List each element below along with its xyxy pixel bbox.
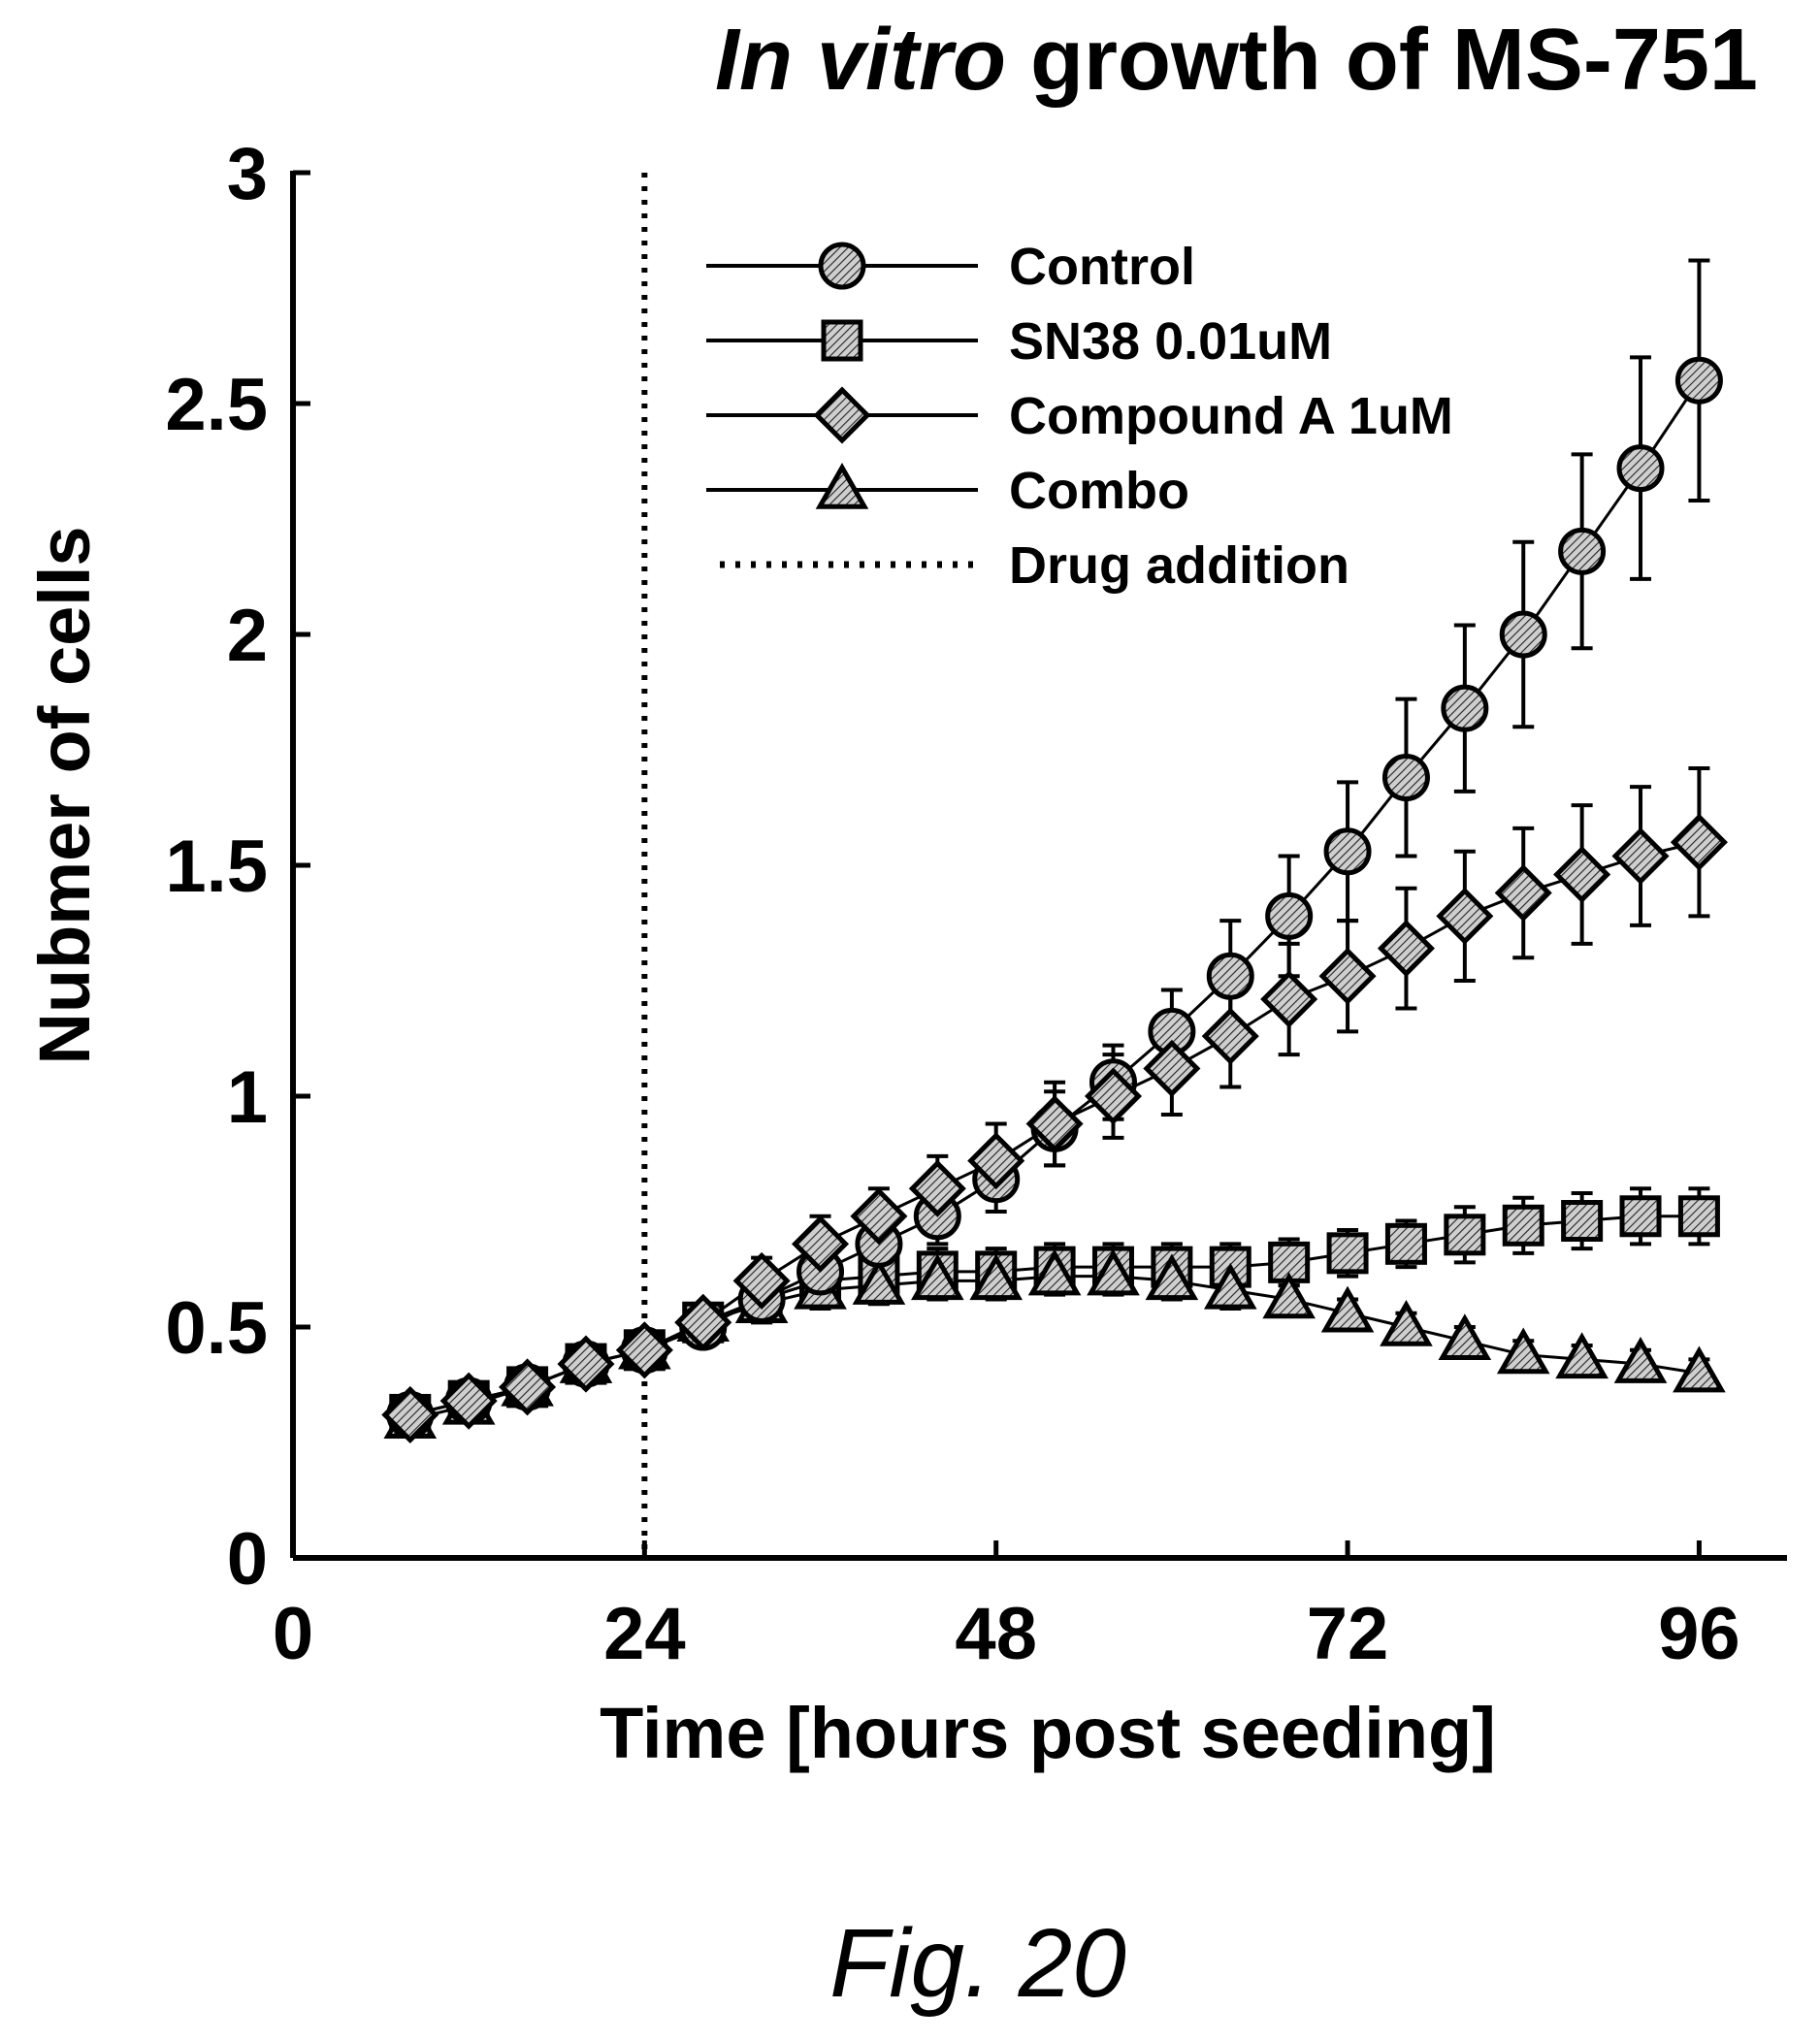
marker-control: [1441, 684, 1489, 732]
marker-combo: [1087, 1248, 1140, 1296]
legend-marker-combo: [815, 462, 869, 509]
marker-compound-a-1um: [615, 1321, 673, 1379]
legend-marker-sn38-0-01um: [821, 319, 863, 362]
marker-sn38-0-01um: [1502, 1204, 1544, 1247]
marker-combo: [1262, 1272, 1316, 1319]
y-tick-label: 2.5: [165, 364, 268, 446]
y-tick-label: 1: [227, 1056, 268, 1139]
marker-sn38-0-01um: [1561, 1200, 1604, 1243]
legend-item-compound-a-1um: Compound A 1uM: [706, 386, 1453, 445]
x-tick-label: 72: [1307, 1593, 1389, 1675]
y-tick-label: 0.5: [165, 1287, 268, 1370]
y-tick-label: 2: [227, 595, 268, 677]
y-tick-label: 0: [227, 1518, 268, 1601]
marker-combo: [1380, 1299, 1433, 1346]
y-axis-label: Nubmer of cells: [24, 526, 105, 1064]
marker-sn38-0-01um: [1677, 1195, 1720, 1238]
marker-compound-a-1um: [791, 1215, 850, 1273]
x-tick-label: 48: [955, 1593, 1037, 1675]
marker-combo: [911, 1253, 964, 1301]
marker-control: [1323, 827, 1372, 876]
marker-control: [1616, 444, 1665, 493]
marker-combo: [1438, 1313, 1492, 1361]
marker-combo: [1203, 1262, 1257, 1310]
marker-compound-a-1um: [1670, 813, 1728, 871]
legend: Control SN38 0.01uM Compound A 1uM Combo Dru…: [706, 238, 1453, 595]
marker-compound-a-1um: [674, 1293, 732, 1351]
legend-label: Compound A 1uM: [1009, 387, 1453, 445]
marker-layer: [381, 356, 1728, 1443]
marker-compound-a-1um: [908, 1159, 966, 1217]
marker-compound-a-1um: [381, 1385, 439, 1443]
legend-marker-compound-a-1um: [813, 386, 871, 444]
marker-sn38-0-01um: [1326, 1232, 1369, 1275]
marker-compound-a-1um: [1025, 1095, 1084, 1153]
marker-compound-a-1um: [1494, 864, 1552, 923]
marker-combo: [969, 1253, 1024, 1301]
x-tick-label: 24: [603, 1593, 686, 1675]
chart-title: In vitro growth of MS-751: [715, 12, 1758, 109]
marker-combo: [1145, 1253, 1199, 1301]
plot-area: 0 24 48 72 96 0 0.5 1 1.5 2 2.5 3: [165, 133, 1787, 1675]
axes: [290, 170, 1787, 1561]
marker-compound-a-1um: [1436, 887, 1494, 945]
marker-compound-a-1um: [1318, 947, 1377, 1005]
marker-combo: [1027, 1248, 1082, 1296]
marker-compound-a-1um: [1553, 845, 1611, 904]
marker-compound-a-1um: [1611, 826, 1670, 886]
marker-compound-a-1um: [1377, 920, 1435, 978]
marker-control: [1381, 754, 1430, 802]
legend-item-sn38-0-01um: SN38 0.01uM: [706, 312, 1332, 371]
y-tick-label: 3: [227, 133, 268, 215]
marker-control: [1558, 527, 1607, 575]
legend-item-drug-addition: Drug addition: [720, 536, 1349, 595]
legend-marker-control: [818, 242, 866, 290]
chart-title-rest: growth of MS-751: [1006, 12, 1758, 109]
marker-control: [1499, 610, 1547, 659]
legend-label: Control: [1009, 238, 1195, 296]
legend-item-combo: Combo: [706, 462, 1189, 520]
legend-label: Combo: [1009, 462, 1189, 520]
legend-label: SN38 0.01uM: [1009, 312, 1332, 371]
marker-combo: [1320, 1285, 1375, 1333]
marker-compound-a-1um: [1260, 970, 1318, 1028]
marker-compound-a-1um: [1143, 1039, 1201, 1097]
legend-label: Drug addition: [1009, 536, 1349, 595]
legend-item-control: Control: [706, 238, 1195, 296]
marker-combo: [1496, 1327, 1550, 1375]
y-tick-label: 1.5: [165, 826, 268, 908]
figure-caption: Fig. 20: [829, 1909, 1126, 2018]
x-tick-label: 0: [273, 1593, 313, 1675]
marker-combo: [1673, 1345, 1726, 1393]
x-tick-label: 96: [1658, 1593, 1740, 1675]
marker-compound-a-1um: [967, 1132, 1025, 1190]
marker-compound-a-1um: [499, 1358, 557, 1416]
x-axis-label: Time [hours post seeding]: [600, 1693, 1496, 1773]
marker-compound-a-1um: [1084, 1067, 1143, 1125]
marker-combo: [852, 1258, 906, 1305]
marker-sn38-0-01um: [1384, 1222, 1427, 1265]
marker-control: [1674, 356, 1723, 405]
marker-sn38-0-01um: [1619, 1195, 1662, 1238]
marker-compound-a-1um: [850, 1187, 908, 1246]
marker-sn38-0-01um: [1444, 1214, 1486, 1256]
marker-compound-a-1um: [732, 1251, 791, 1310]
marker-combo: [1555, 1332, 1609, 1379]
marker-compound-a-1um: [439, 1372, 498, 1430]
chart-title-italic: In vitro: [715, 12, 1006, 109]
marker-control: [1265, 891, 1314, 940]
tick-labels: 0 24 48 72 96 0 0.5 1 1.5 2 2.5 3: [165, 133, 1739, 1675]
marker-compound-a-1um: [557, 1335, 615, 1393]
marker-control: [1206, 952, 1254, 1000]
marker-combo: [1613, 1337, 1668, 1383]
marker-compound-a-1um: [1201, 1007, 1259, 1065]
